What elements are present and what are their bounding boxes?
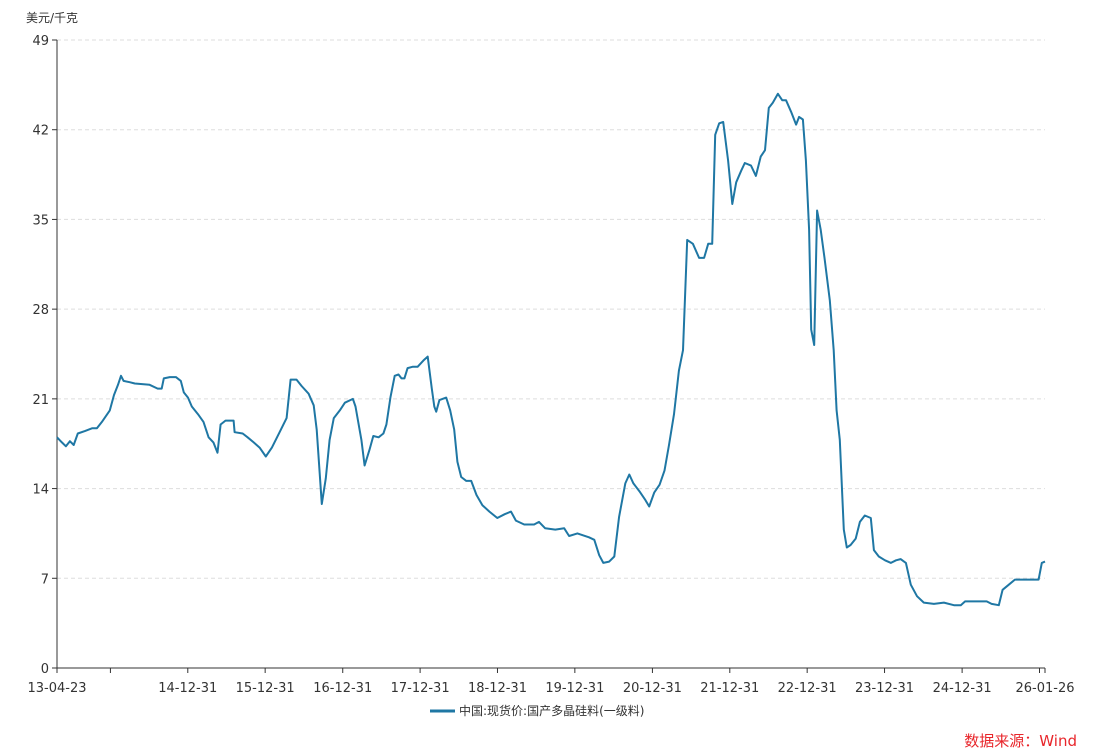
y-tick-label: 21 (32, 393, 49, 408)
x-tick-label: 23-12-31 (855, 681, 914, 696)
x-tick-label: 18-12-31 (468, 681, 527, 696)
legend-label: 中国:现货价:国产多晶硅料(一级料) (459, 703, 644, 718)
x-axis: 13-04-23 14-12-31 15-12-31 16-12-31 17-12-31… (27, 667, 1075, 696)
gridlines (57, 39, 1045, 579)
x-tick-label: 21-12-31 (700, 681, 759, 696)
y-axis-unit-label: 美元/千克 (26, 11, 78, 25)
y-tick-label: 42 (32, 124, 49, 139)
y-axis: 0 7 14 21 28 35 42 49 (32, 34, 58, 677)
series-line-polysilicon-price (56, 92, 1046, 607)
y-tick-label: 7 (41, 572, 49, 587)
legend[interactable]: 中国:现货价:国产多晶硅料(一级料) (430, 703, 644, 718)
x-tick-label: 14-12-31 (158, 681, 217, 696)
x-tick-label: 26-01-26 (1015, 681, 1074, 696)
y-tick-label: 49 (32, 34, 49, 49)
y-tick-label: 28 (32, 303, 49, 318)
x-tick-label: 19-12-31 (545, 681, 604, 696)
data-source-label: 数据来源：Wind (964, 732, 1077, 750)
x-tick-label: 13-04-23 (27, 681, 86, 696)
y-tick-label: 35 (32, 213, 49, 228)
y-tick-label: 14 (32, 483, 49, 498)
x-tick-label: 16-12-31 (313, 681, 372, 696)
x-tick-label: 17-12-31 (391, 681, 450, 696)
x-tick-label: 22-12-31 (778, 681, 837, 696)
y-tick-label: 0 (41, 662, 49, 677)
x-tick-label: 15-12-31 (236, 681, 295, 696)
x-tick-label: 24-12-31 (933, 681, 992, 696)
x-tick-label: 20-12-31 (623, 681, 682, 696)
